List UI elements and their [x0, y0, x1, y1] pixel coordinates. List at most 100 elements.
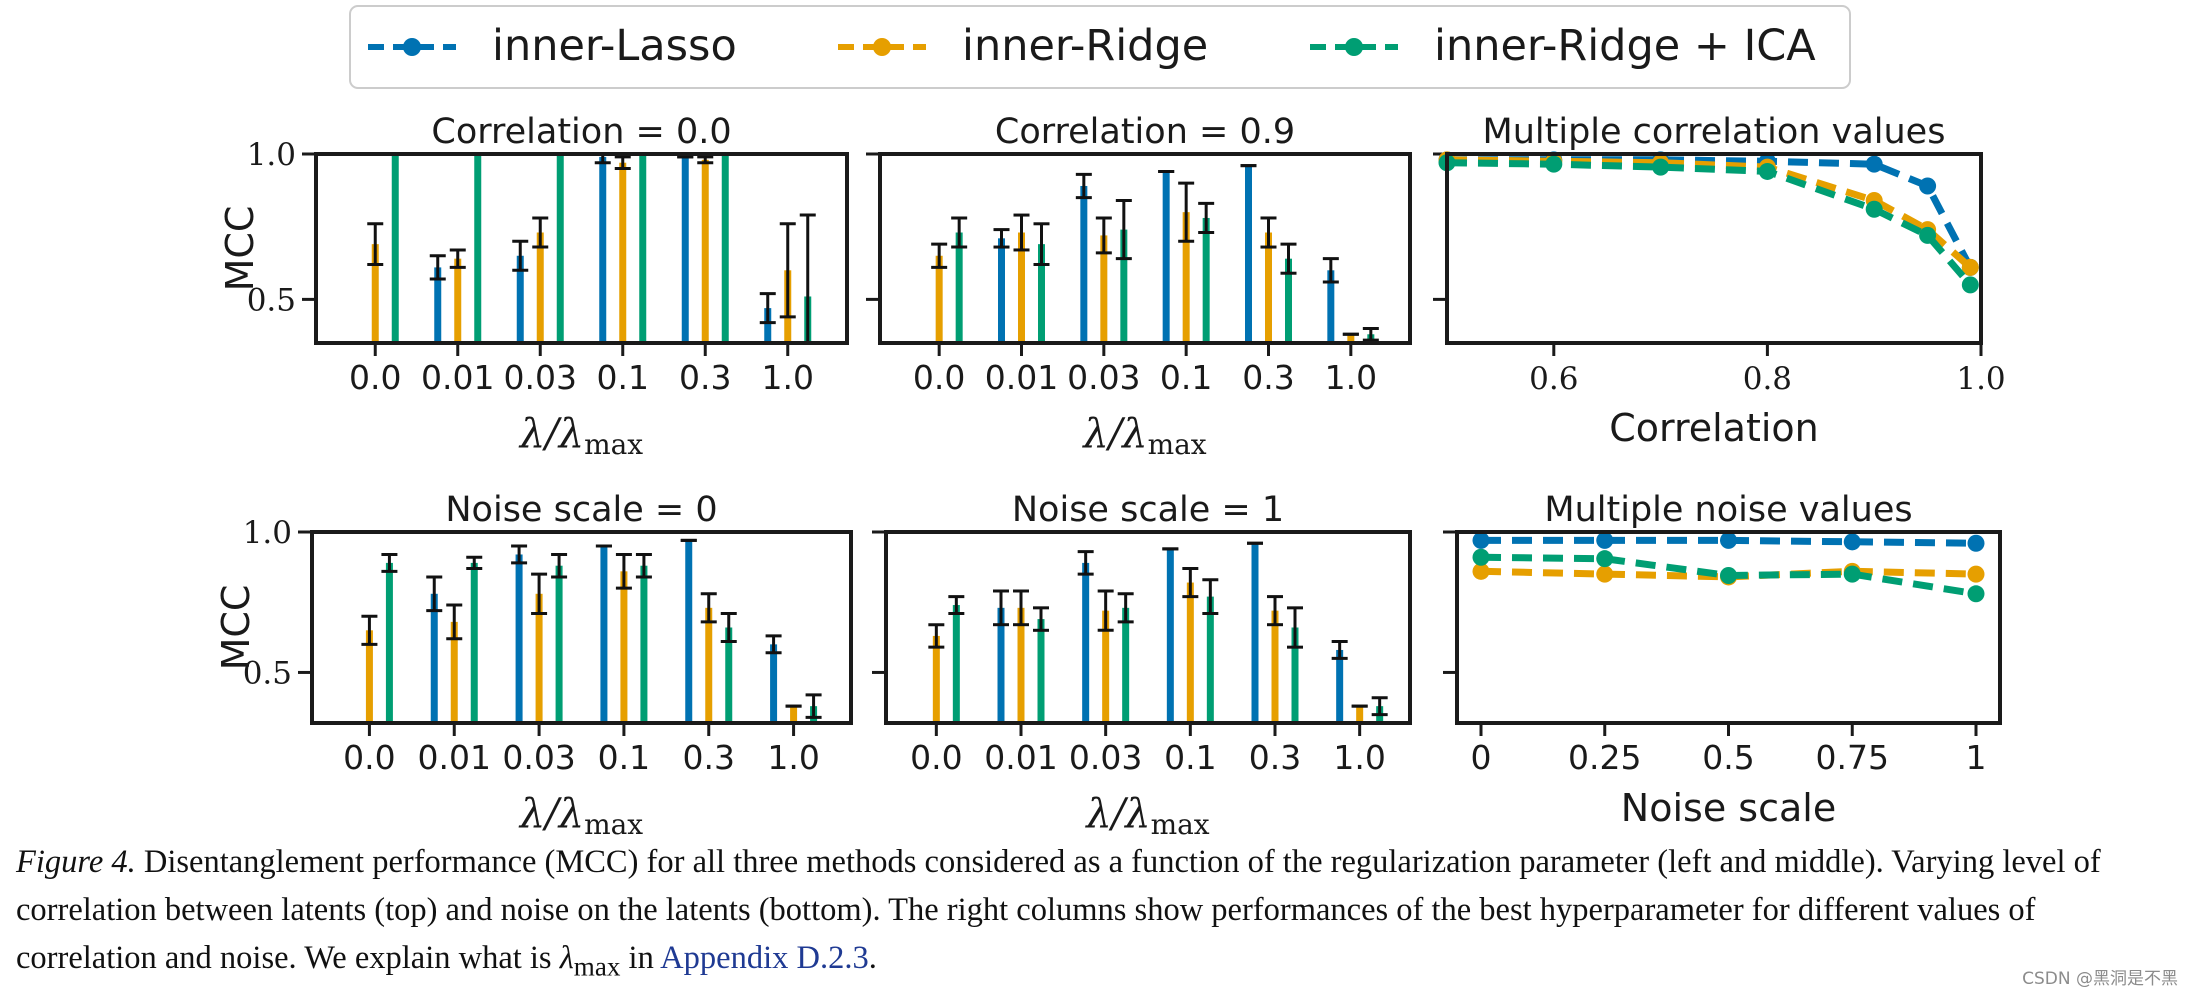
bar-lasso	[997, 607, 1005, 723]
panel-title: Multiple correlation values	[1483, 112, 1946, 152]
x-tick-label: 0.1	[1160, 358, 1212, 397]
legend-label-ridge-ica: inner-Ridge + ICA	[1434, 21, 1816, 71]
panel-correlation-0-9: Correlation = 0.9 0.0 0.01 0.03 0.1 0.3 1.0 λ/λ…	[866, 112, 1412, 461]
x-tick-label: 0.25	[1568, 738, 1641, 777]
bar-ica	[1285, 258, 1292, 343]
bar-ridge	[790, 706, 798, 723]
x-tick-label: 0.01	[421, 358, 494, 397]
bar-lasso	[1162, 171, 1170, 343]
bar-lasso	[1245, 165, 1252, 343]
bar-ridge	[1182, 212, 1190, 343]
x-tick-label: 1	[1966, 738, 1987, 777]
bar-lasso	[515, 554, 523, 723]
bar-ica	[1038, 244, 1045, 343]
bar-ridge	[454, 258, 462, 343]
point-lasso	[1967, 534, 1985, 552]
bar-ridge	[1265, 232, 1272, 343]
bar-ica	[639, 154, 647, 343]
x-tick-label: 0.1	[1164, 738, 1216, 777]
caption-in: in	[620, 940, 661, 976]
figure-caption: Figure 4. Disentanglement performance (M…	[16, 838, 2176, 991]
legend-entry-lasso: inner-Lasso	[368, 21, 737, 71]
point-lasso	[1596, 531, 1614, 549]
x-tick-label: 0.3	[679, 358, 731, 397]
bar-ica	[1202, 217, 1210, 343]
bar-lasso	[600, 546, 608, 723]
bar-lasso	[599, 156, 607, 343]
y-tick-label: 0.5	[243, 655, 292, 691]
y-axis-label: MCC	[214, 585, 258, 671]
x-tick-label: 0.03	[504, 358, 577, 397]
x-tick-label: 0.5	[1702, 738, 1754, 777]
bar-lasso	[434, 267, 442, 343]
panel-title: Correlation = 0.9	[995, 112, 1295, 152]
bar-ridge	[620, 571, 628, 723]
caption-label: Figure 4.	[16, 844, 136, 880]
point-ridge	[1596, 565, 1614, 583]
appendix-link[interactable]: Appendix D.2.3	[660, 940, 869, 976]
x-tick-label: 1.0	[1956, 361, 2005, 397]
axes-frame	[878, 152, 1412, 345]
y-tick-label: 1.0	[243, 515, 292, 551]
bar-lasso	[430, 593, 438, 723]
panel-noise-1: Noise scale = 1 0.0 0.01 0.03 0.1 0.3 1.0 λ/λma…	[872, 490, 1412, 841]
bar-ica	[391, 154, 399, 343]
x-tick-label: 0.03	[502, 738, 575, 777]
x-tick-label: 0.03	[1069, 738, 1142, 777]
bar-lasso	[681, 156, 689, 343]
x-axis-label: λ/λmax	[1081, 411, 1206, 461]
bar-ridge	[1102, 610, 1110, 723]
bar-ica	[385, 562, 393, 723]
bar-ica	[721, 154, 729, 343]
bar-ica	[952, 605, 960, 723]
point-ica	[1967, 585, 1985, 603]
bar-ridge	[619, 162, 627, 343]
axes-frame	[1445, 152, 1983, 345]
x-tick-label: 0.0	[343, 738, 395, 777]
x-tick-label: 1.0	[1333, 738, 1385, 777]
bar-ridge	[535, 593, 543, 723]
point-ica	[1472, 548, 1490, 566]
point-ica	[1843, 565, 1861, 583]
y-tick-label: 1.0	[247, 137, 296, 173]
point-ica	[1720, 567, 1737, 585]
axes-frame	[1455, 530, 2002, 725]
line-lasso	[1447, 156, 1974, 270]
point-ridge	[1961, 258, 1979, 276]
bar-ridge	[450, 621, 458, 723]
bar-lasso	[764, 308, 772, 343]
legend-entry-ridge: inner-Ridge	[838, 21, 1208, 71]
point-lasso	[1720, 531, 1737, 549]
x-axis-label: λ/λmax	[1084, 791, 1209, 841]
panel-title: Noise scale = 0	[445, 490, 717, 530]
y-axis-label: MCC	[218, 206, 262, 292]
x-tick-label: 0.01	[418, 738, 491, 777]
bar-ica	[556, 154, 564, 343]
caption-lambda: λ	[559, 940, 574, 976]
panel-noise-0: Noise scale = 0 0.5 1.0 MCC 0.0 0.01 0.03 0.1 0.…	[214, 490, 853, 841]
bar-ridge	[705, 607, 713, 723]
bar-ica	[555, 565, 563, 723]
point-lasso	[1472, 531, 1490, 549]
bar-lasso	[1251, 543, 1259, 723]
bar-lasso	[1082, 562, 1090, 723]
line-ridge	[1480, 567, 1977, 581]
bar-ridge	[1100, 235, 1108, 343]
bar-lasso	[685, 540, 693, 723]
bar-ica	[1206, 596, 1214, 723]
bar-ridge	[365, 630, 373, 723]
caption-end: .	[868, 940, 877, 976]
point-lasso	[1919, 177, 1937, 195]
panel-title: Correlation = 0.0	[431, 112, 731, 152]
bar-ridge	[1186, 582, 1194, 723]
bar-ridge	[371, 244, 379, 343]
x-tick-label: 0.6	[1529, 361, 1578, 397]
x-tick-label: 0.8	[1743, 361, 1792, 397]
bar-ica	[1291, 627, 1299, 723]
y-tick-label: 0.5	[247, 282, 296, 318]
x-tick-label: 0.3	[1249, 738, 1301, 777]
panel-multiple-correlation: Multiple correlation values 0.6 0.8 1.0 Corr…	[1433, 112, 2006, 450]
bar-ica	[1037, 619, 1045, 723]
line-ica	[1446, 159, 1973, 288]
